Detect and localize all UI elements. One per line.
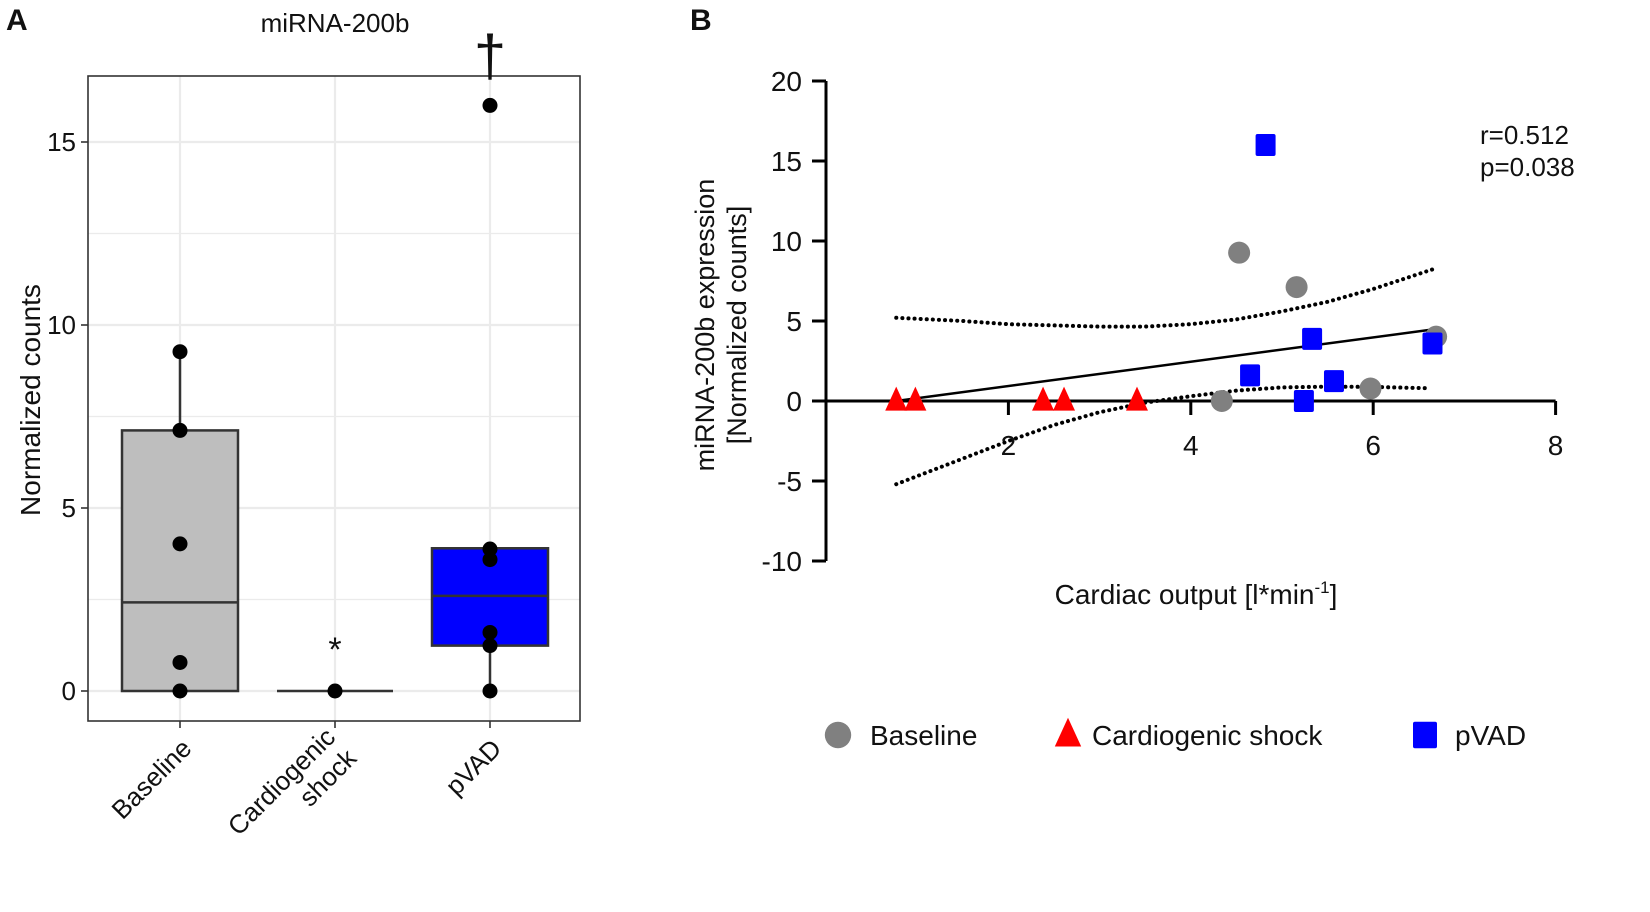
x-axis-label-text: Cardiac output [l*min bbox=[1055, 579, 1315, 610]
panel-a-plot-frame bbox=[87, 75, 581, 722]
data-point-triangle bbox=[1125, 386, 1148, 411]
data-point bbox=[172, 683, 188, 699]
x-axis-label-superscript: -1 bbox=[1315, 578, 1330, 597]
x-tick-label: 4 bbox=[1183, 430, 1199, 461]
legend-item: Baseline bbox=[824, 720, 977, 751]
data-point bbox=[172, 344, 188, 360]
y-tick-label: 10 bbox=[771, 226, 802, 257]
y-tick-label: 5 bbox=[786, 306, 802, 337]
y-tick-label: -10 bbox=[762, 546, 802, 577]
y-tick-label: -5 bbox=[777, 466, 802, 497]
legend-marker-triangle bbox=[1054, 717, 1082, 747]
box-group-cardiogenic-shock: * bbox=[277, 631, 393, 699]
legend-label: pVAD bbox=[1455, 720, 1526, 751]
legend-item: pVAD bbox=[1413, 720, 1526, 751]
data-point-triangle bbox=[1053, 386, 1076, 411]
data-point-square bbox=[1293, 390, 1314, 412]
data-point-triangle bbox=[904, 386, 927, 411]
data-point bbox=[482, 97, 498, 113]
y-tick-label: 0 bbox=[62, 676, 76, 706]
x-tick-label: 2 bbox=[1001, 430, 1017, 461]
box-group-baseline bbox=[120, 344, 240, 699]
panel-a-y-axis-label: Normalized counts bbox=[15, 284, 46, 516]
y-tick-label: 0 bbox=[786, 386, 802, 417]
box bbox=[120, 429, 240, 693]
series-cardiogenic-shock bbox=[885, 386, 1148, 411]
correlation-p: p=0.038 bbox=[1480, 152, 1575, 182]
panel-a-title: miRNA-200b bbox=[261, 8, 410, 38]
legend-label: Cardiogenic shock bbox=[1092, 720, 1323, 751]
data-point bbox=[482, 683, 498, 699]
data-point bbox=[482, 541, 498, 557]
data-point-circle bbox=[1228, 241, 1251, 264]
panel-a-label: A bbox=[6, 4, 28, 37]
x-tick-label-line: Baseline bbox=[106, 733, 198, 825]
y-tick-label: 10 bbox=[47, 310, 76, 340]
data-point-triangle bbox=[885, 386, 908, 411]
legend-marker-square bbox=[1413, 721, 1437, 749]
x-tick-label-line: pVAD bbox=[439, 733, 507, 801]
data-point bbox=[172, 654, 188, 670]
data-point-square bbox=[1255, 134, 1276, 156]
box-group-pvad: † bbox=[430, 24, 550, 699]
data-point-square bbox=[1302, 327, 1323, 350]
data-point-circle bbox=[1210, 390, 1233, 412]
data-point bbox=[172, 536, 188, 552]
legend-item: Cardiogenic shock bbox=[1054, 717, 1323, 751]
data-point-triangle bbox=[1032, 386, 1055, 411]
significance-asterisk: * bbox=[328, 631, 341, 669]
panel-b-y-axis-label-line2: [Normalized counts] bbox=[722, 206, 752, 445]
panel-b-label: B bbox=[690, 4, 712, 37]
data-point bbox=[482, 624, 498, 640]
legend-label: Baseline bbox=[870, 720, 977, 751]
x-tick-label: 8 bbox=[1548, 430, 1564, 461]
series-pvad bbox=[1240, 134, 1443, 412]
data-point-square bbox=[1422, 332, 1443, 355]
legend-marker-circle bbox=[824, 721, 852, 749]
data-point bbox=[327, 683, 343, 699]
data-point-square bbox=[1323, 370, 1344, 393]
x-tick-label: pVAD bbox=[439, 733, 507, 801]
correlation-r: r=0.512 bbox=[1480, 120, 1569, 150]
legend: Baseline Cardiogenic shock pVAD bbox=[824, 717, 1526, 751]
data-point bbox=[482, 638, 498, 654]
panel-b: B miRNA-200b expression [Normalized coun… bbox=[690, 4, 1575, 751]
panel-a: A miRNA-200b Normalized counts 0 5 10 15 Bas… bbox=[6, 4, 581, 862]
data-point-square bbox=[1240, 364, 1261, 387]
data-point bbox=[172, 422, 188, 438]
x-tick-label: 6 bbox=[1365, 430, 1381, 461]
x-axis-label-end: ] bbox=[1330, 579, 1338, 610]
y-tick-label: 20 bbox=[771, 66, 802, 97]
data-point bbox=[482, 552, 498, 568]
data-point-circle bbox=[1285, 276, 1308, 299]
panel-b-y-axis-label-line1: miRNA-200b expression bbox=[690, 179, 720, 472]
significance-dagger: † bbox=[474, 24, 506, 89]
y-tick-label: 5 bbox=[62, 493, 76, 523]
x-tick-label: Cardiogenicshock bbox=[222, 721, 363, 862]
y-tick-label: 15 bbox=[47, 127, 76, 157]
data-point-circle bbox=[1359, 377, 1382, 400]
y-tick-label: 15 bbox=[771, 146, 802, 177]
panel-b-x-axis-label: Cardiac output [l*min-1] bbox=[1055, 578, 1338, 610]
x-tick-label: Baseline bbox=[106, 733, 198, 825]
regression-line bbox=[896, 327, 1437, 403]
confidence-band-upper bbox=[894, 266, 1439, 329]
